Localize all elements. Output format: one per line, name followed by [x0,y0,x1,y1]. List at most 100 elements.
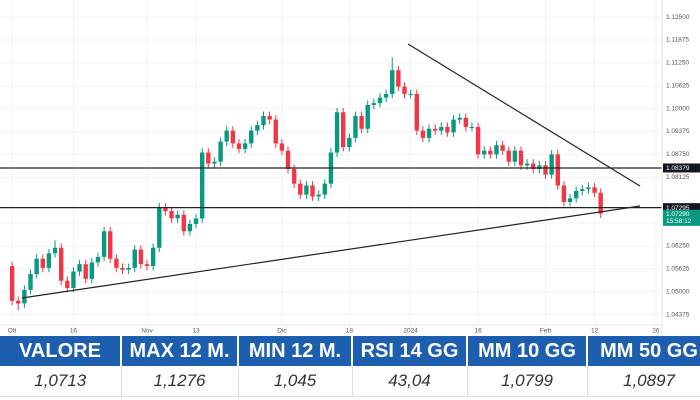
candle-body [469,126,475,128]
candle-body [402,86,407,94]
y-tick-label: 1.12500 [666,14,690,21]
candle-body [77,264,82,272]
candle-body [463,117,469,127]
candle-body [291,169,297,184]
candle-body [457,117,462,120]
table-cell: 1,0799 [467,366,588,397]
x-tick-label: 16 [70,328,78,335]
level-label: 1.08379 [666,165,690,172]
candle-body [580,189,585,191]
level-label: 1.07295 [666,205,690,212]
candle-body [22,289,27,304]
candle-body [310,185,315,197]
x-tick-label: 13 [192,328,200,335]
candle-body [236,143,242,149]
y-tick-label: 1.09375 [666,128,690,135]
candle-body [206,152,211,164]
y-tick-label: 1.10000 [666,105,690,112]
candle-body [83,264,88,279]
x-tick-label: 26 [652,328,660,335]
candle-body [322,183,328,195]
candle-body [488,150,493,155]
candle-body [89,262,95,279]
candle-body [524,163,530,166]
column-header: MIN 12 M. [238,336,353,366]
candle-body [549,154,554,175]
candle-body [512,150,518,162]
candle-body [371,103,377,105]
candle-body [249,130,254,144]
table-cell: 1,045 [238,366,353,397]
candle-body [224,130,229,142]
candle-body [230,130,236,144]
table-cell: 43,04 [352,366,468,397]
y-tick-label: 1.08750 [666,151,690,158]
y-tick-label: 1.11250 [666,60,689,67]
candle-body [40,258,45,268]
y-tick-label: 1.05000 [666,288,690,295]
candle-body [475,126,481,155]
candle-body [34,258,39,275]
candle-body [561,185,567,202]
x-tick-label: 16 [474,328,482,335]
candle-body [101,231,107,257]
table-cell: 1,1276 [121,366,239,397]
candle-body [420,130,426,138]
candle-body [9,266,15,301]
x-tick-label: Feb [540,328,552,335]
candle-body [169,211,174,219]
candle-body [114,258,119,268]
candle-body [390,70,395,94]
candle-body [316,194,321,197]
candle-body [432,128,438,131]
candle-body [58,247,64,281]
candle-body [273,119,278,144]
column-header: MAX 12 M. [121,336,239,366]
candle-body [586,187,591,190]
column-header: MM 10 GG [467,336,588,366]
table-row: 1,0713 1,1276 1,045 43,04 1,0799 1,0897 [0,366,700,397]
candle-body [181,214,186,232]
candle-body [500,145,505,151]
candle-body [157,207,162,248]
candle-body [126,267,131,270]
candle-body [65,280,70,289]
candle-body [482,150,487,155]
candle-body [353,115,358,138]
candle-body [46,253,52,268]
last-price-box [663,209,700,226]
candle-body [334,112,340,153]
level-label-box [663,203,700,213]
column-header: VALORE [0,336,122,366]
candle-body [71,271,76,289]
y-tick-label: 1.04375 [666,311,690,318]
candle-body [285,150,291,170]
candle-body [396,70,401,87]
candle-body [255,125,260,131]
candle-body [598,192,603,214]
candle-body [414,93,419,131]
candle-body [132,249,137,268]
candle-body [439,126,444,131]
table-cell: 1,0897 [587,366,700,397]
candle-body [543,165,548,175]
candle-body [212,161,217,164]
candle-body [347,137,352,148]
candle-body [16,300,21,304]
candle-body [267,115,272,120]
table-cell: 1,0713 [0,366,122,397]
x-tick-label: Ott [8,328,17,335]
column-header: RSI 14 GG [352,336,468,366]
candle-body [298,183,303,195]
candle-body [518,150,524,166]
candle-body [175,214,180,219]
y-tick-label: 1.06250 [666,243,690,250]
x-tick-label: 12 [591,328,599,335]
candle-body [494,145,499,155]
candle-body [506,150,511,162]
candle-body [52,247,58,254]
candle-body [95,256,101,263]
candle-body [340,112,346,148]
candle-body [445,126,450,133]
candle-body [108,231,113,259]
